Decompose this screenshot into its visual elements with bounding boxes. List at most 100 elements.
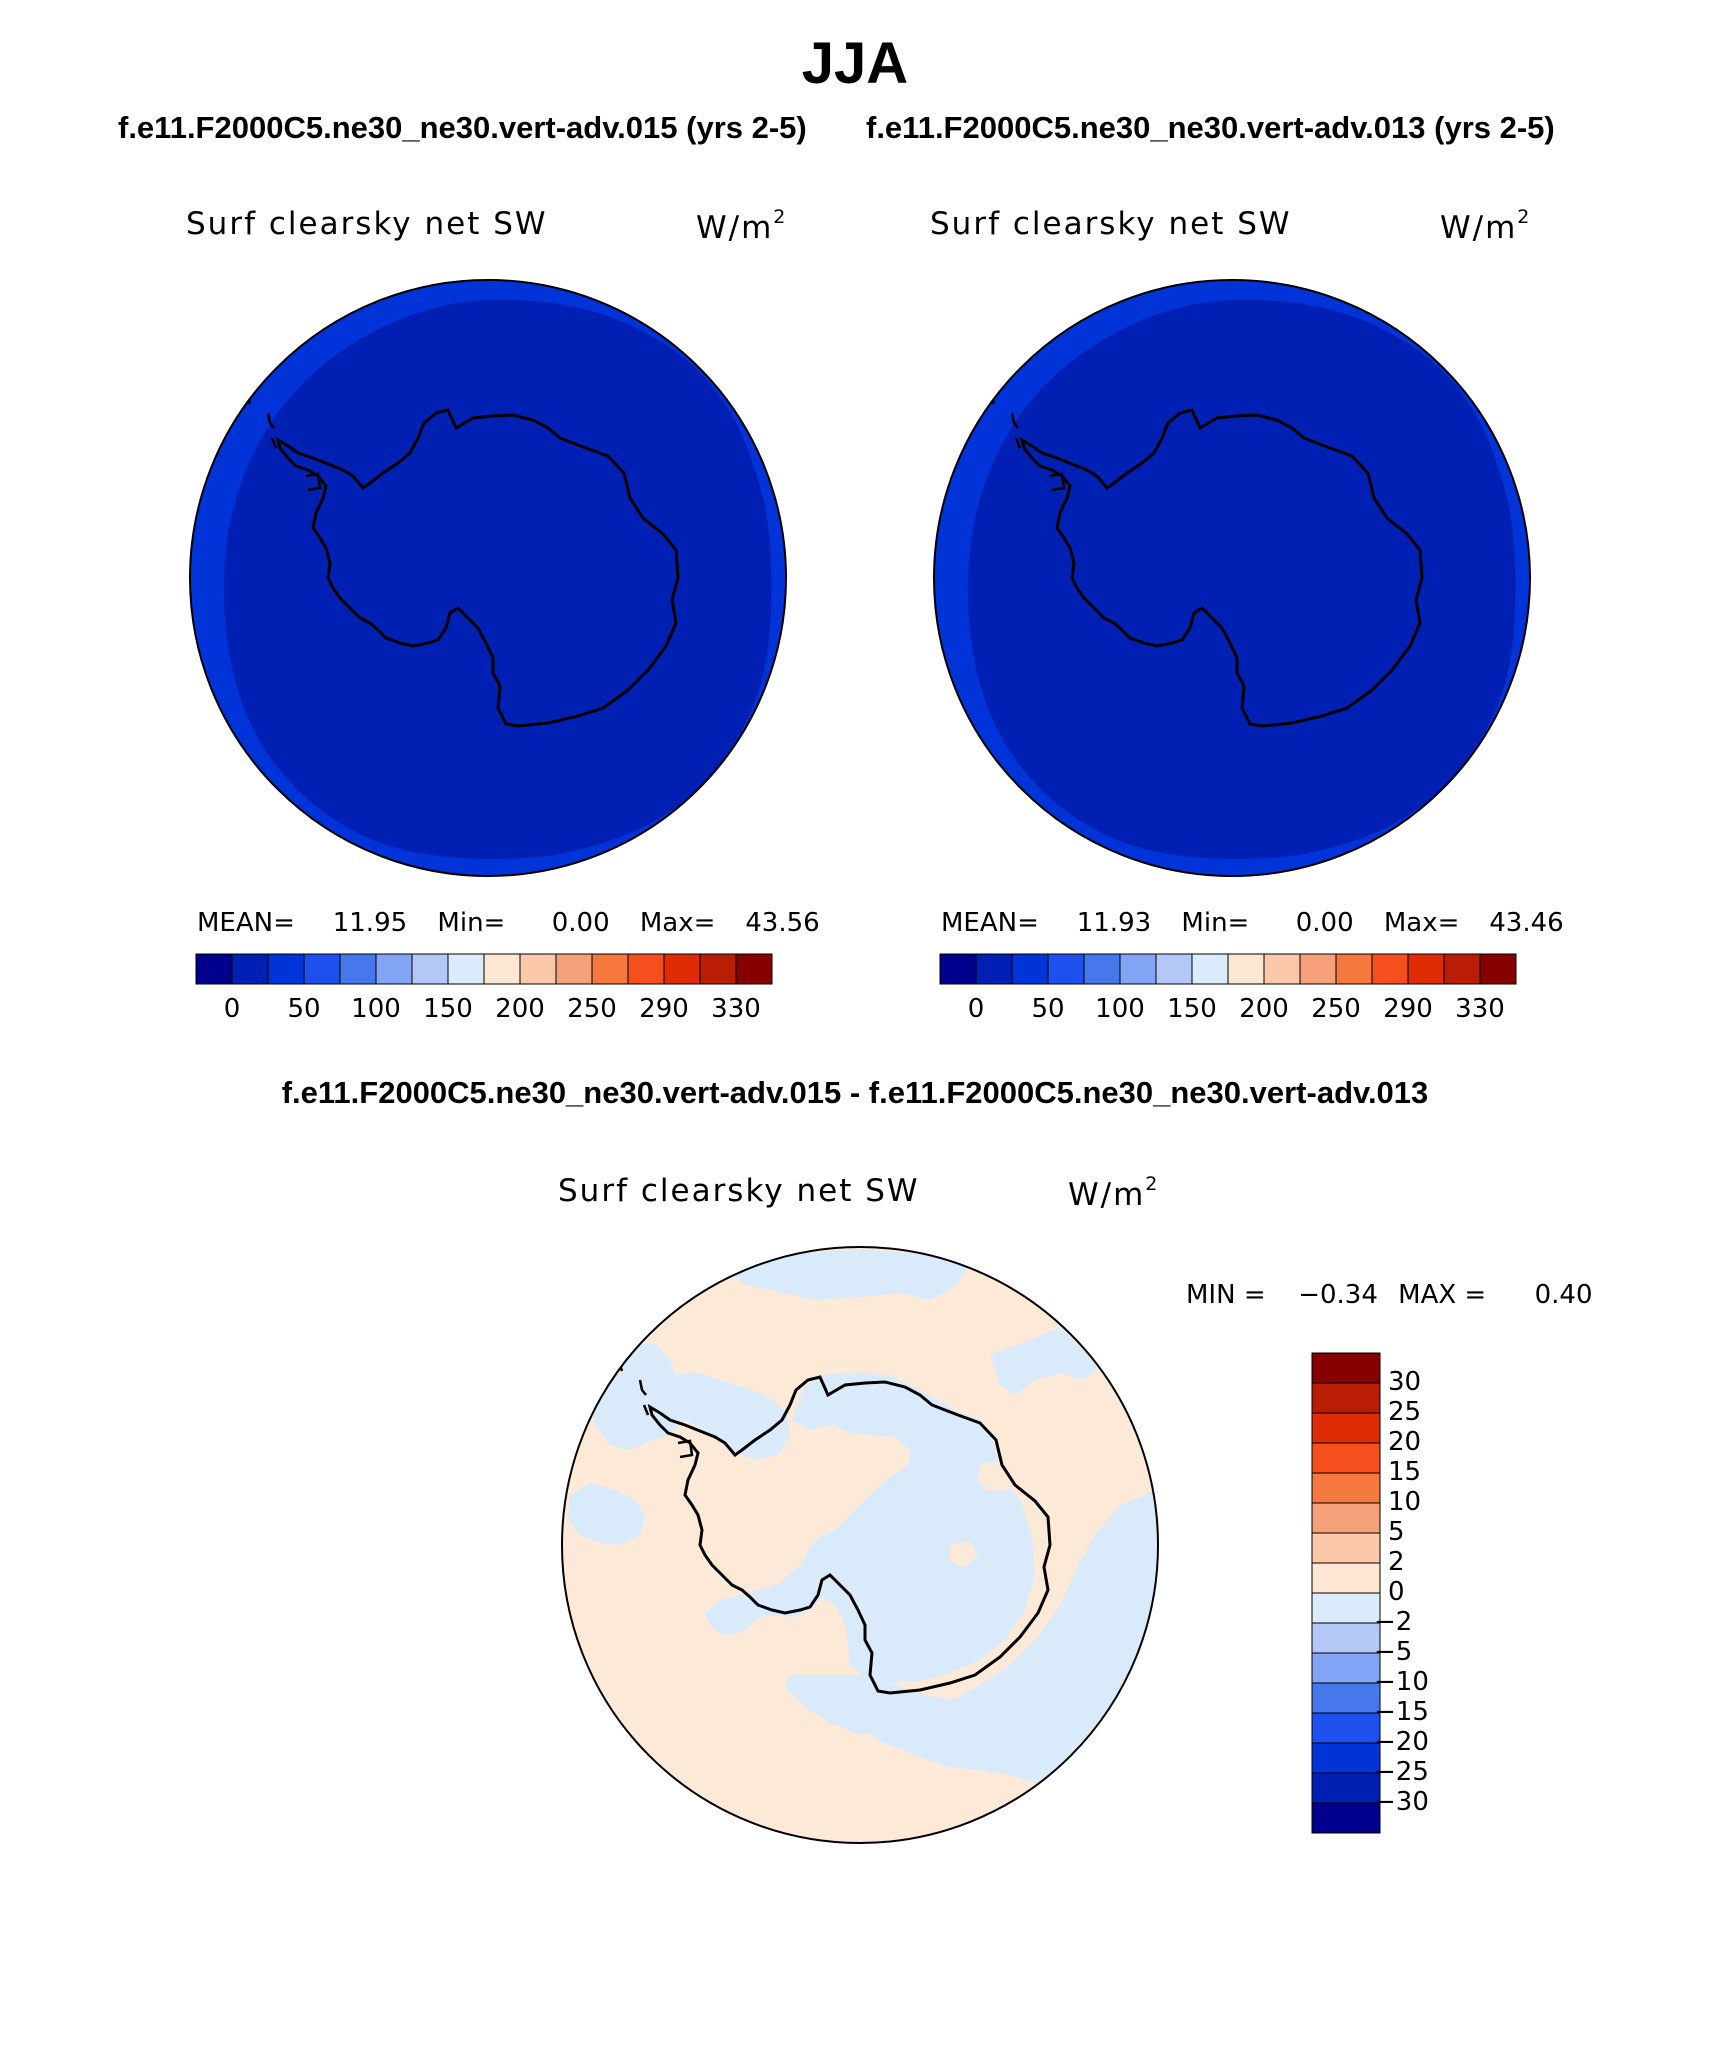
colorbar-swatch (1311, 1562, 1381, 1594)
difference-colorbar-tick: 0 (1388, 1577, 1405, 1607)
colorbar-swatch (1311, 1622, 1381, 1654)
positive-anomaly-patch (1050, 1385, 1120, 1430)
colorbar-swatch (975, 953, 1013, 985)
colorbar-swatch (447, 953, 485, 985)
colorbar-swatch (1311, 1442, 1381, 1474)
negative-anomaly-region (568, 1483, 645, 1545)
right-colorbar-tick: 50 (1031, 994, 1065, 1024)
left-polar-map (189, 279, 787, 877)
right-max-value: 43.46 (1489, 908, 1564, 938)
right-panel-units: W/m2 (1440, 206, 1532, 247)
left-case-title: f.e11.F2000C5.ne30_ne30.vert-adv.015 (yr… (118, 110, 807, 145)
colorbar-swatch (1227, 953, 1265, 985)
difference-colorbar-tick: −20 (1374, 1727, 1429, 1757)
diff-max-label: MAX = (1398, 1280, 1487, 1310)
left-colorbar-tick: 330 (711, 994, 761, 1024)
antarctic-peninsula-islands (578, 1364, 694, 1459)
colorbar-swatch (1311, 1502, 1381, 1534)
difference-colorbar-tick: −5 (1374, 1637, 1413, 1667)
colorbar-swatch (1311, 1802, 1381, 1834)
colorbar-swatch (1011, 953, 1049, 985)
difference-colorbar-tick: −10 (1374, 1667, 1429, 1697)
left-colorbar (195, 953, 773, 985)
left-max-label: Max= (639, 908, 716, 938)
colorbar-swatch (1083, 953, 1121, 985)
colorbar-swatch (303, 953, 341, 985)
diff-stats: MIN = −0.34 MAX = 0.40 (1186, 1280, 1593, 1310)
difference-colorbar-tick: 10 (1388, 1487, 1422, 1517)
left-max-value: 43.56 (745, 908, 820, 938)
map-boundary (189, 279, 787, 877)
colorbar-swatch (1335, 953, 1373, 985)
colorbar-swatch (519, 953, 557, 985)
map-boundary (561, 1246, 1159, 1844)
left-colorbar-tick: 0 (223, 994, 241, 1024)
left-colorbar-tick: 100 (351, 994, 401, 1024)
right-colorbar-tick: 200 (1239, 994, 1289, 1024)
left-colorbar-ticks: 0 50 100 150 200 250 290 330 (196, 994, 772, 1024)
colorbar-swatch (1191, 953, 1229, 985)
colorbar-swatch (1299, 953, 1337, 985)
difference-colorbar-tick: −25 (1374, 1757, 1429, 1787)
left-colorbar-tick: 200 (495, 994, 545, 1024)
colorbar-swatch (591, 953, 629, 985)
positive-anomaly-patch (978, 1460, 1015, 1491)
colorbar-swatch (375, 953, 413, 985)
difference-title: f.e11.F2000C5.ne30_ne30.vert-adv.015 - f… (281, 1075, 1429, 1110)
left-mean-label: MEAN= (197, 908, 295, 938)
difference-colorbar-tick: −30 (1374, 1787, 1429, 1817)
antarctica-coastline (1019, 408, 1424, 728)
diff-panel-units: W/m2 (1068, 1173, 1160, 1214)
antarctica-coastline (647, 1375, 1052, 1695)
colorbar-swatch (267, 953, 305, 985)
colorbar-swatch (339, 953, 377, 985)
right-colorbar-tick: 250 (1311, 994, 1361, 1024)
right-colorbar-tick: 150 (1167, 994, 1217, 1024)
left-colorbar-tick: 290 (639, 994, 689, 1024)
colorbar-swatch (195, 953, 233, 985)
left-min-label: Min= (437, 908, 506, 938)
left-colorbar-tick: 150 (423, 994, 473, 1024)
colorbar-swatch (1311, 1712, 1381, 1744)
difference-colorbar-tick: 5 (1388, 1517, 1405, 1547)
map-boundary (933, 279, 1531, 877)
colorbar-swatch (1371, 953, 1409, 985)
difference-colorbar-tick: −15 (1374, 1697, 1429, 1727)
diff-panel-variable-label: Surf clearsky net SW (558, 1173, 920, 1209)
left-colorbar-tick: 250 (567, 994, 617, 1024)
right-colorbar-tick: 290 (1383, 994, 1433, 1024)
left-min-value: 0.00 (551, 908, 610, 938)
colorbar-swatch (483, 953, 521, 985)
right-polar-map (933, 279, 1531, 877)
left-stats: MEAN= 11.95 Min= 0.00 Max= 43.56 (197, 908, 820, 938)
colorbar-swatch (1311, 1352, 1381, 1384)
antarctic-peninsula-islands (950, 397, 1066, 492)
right-min-value: 0.00 (1295, 908, 1354, 938)
colorbar-swatch (231, 953, 269, 985)
difference-colorbar-tick: 25 (1388, 1397, 1422, 1427)
diff-max-value: 0.40 (1534, 1280, 1593, 1310)
colorbar-swatch (1311, 1412, 1381, 1444)
positive-anomaly-patch (846, 1733, 882, 1760)
ocean-inner-region (223, 299, 772, 859)
colorbar-swatch (1479, 953, 1517, 985)
colorbar-swatch (1311, 1772, 1381, 1804)
negative-anomaly-region (705, 1373, 1035, 1683)
right-colorbar (939, 953, 1517, 985)
difference-colorbar (1311, 1352, 1381, 1834)
colorbar-swatch (1311, 1742, 1381, 1774)
right-max-label: Max= (1383, 908, 1460, 938)
colorbar-swatch (1407, 953, 1445, 985)
difference-colorbar-tick: 15 (1388, 1457, 1422, 1487)
colorbar-swatch (1311, 1652, 1381, 1684)
diff-min-value: −0.34 (1298, 1280, 1378, 1310)
colorbar-swatch (699, 953, 737, 985)
colorbar-swatch (555, 953, 593, 985)
diff-min-label: MIN = (1186, 1280, 1266, 1310)
antarctic-peninsula-islands (206, 397, 322, 492)
colorbar-swatch (1311, 1592, 1381, 1624)
colorbar-swatch (1311, 1682, 1381, 1714)
positive-anomaly-patch (950, 1541, 978, 1567)
left-mean-value: 11.95 (332, 908, 408, 938)
difference-polar-map (561, 1246, 1159, 1844)
